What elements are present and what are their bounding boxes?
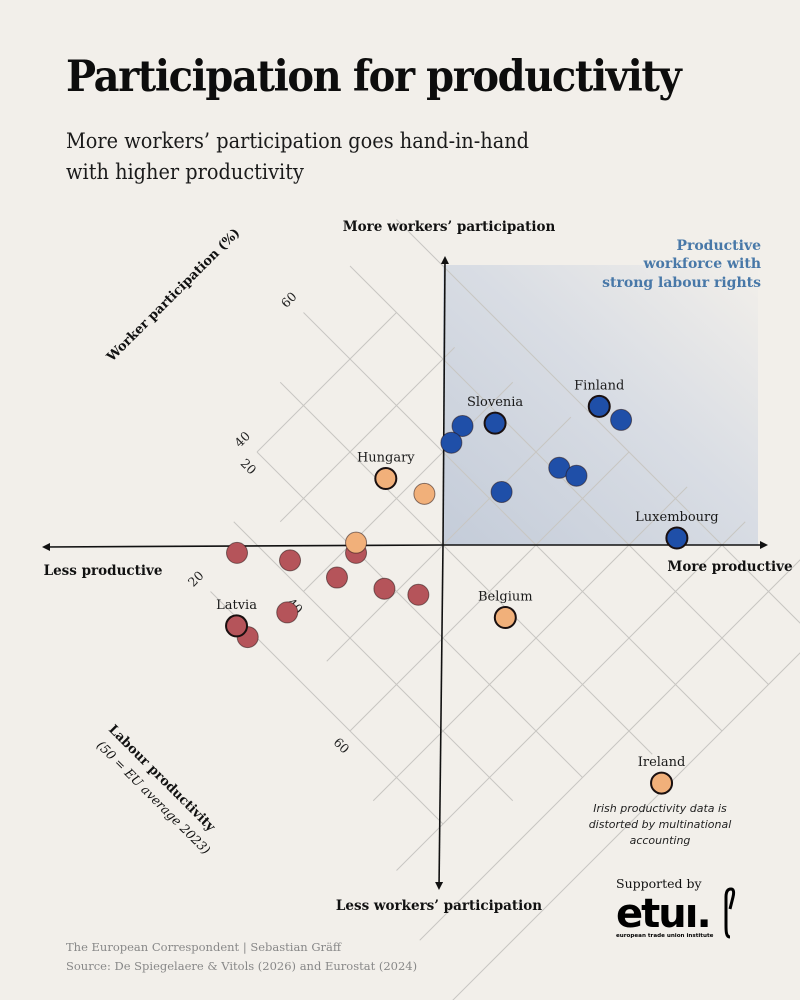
data-point: [610, 408, 633, 431]
participation-gridline: [279, 381, 653, 755]
productivity-gridline: [372, 486, 688, 802]
productivity-axis-title: Labour productivity: [105, 722, 218, 835]
participation-gridline: [256, 451, 583, 778]
ireland-note-line-2: distorted by multinational: [589, 818, 732, 831]
chart-title: Participation for productivity: [66, 52, 682, 102]
participation-axis-title: Worker participation (%): [104, 226, 244, 366]
data-point: [325, 566, 348, 589]
etui-logo-subtitle: european trade union institute: [616, 933, 714, 939]
data-point: [413, 482, 436, 505]
productivity-gridline: [303, 381, 514, 592]
label-less-participation: Less workers’ participation: [336, 898, 542, 914]
point-label-luxembourg: Luxembourg: [635, 510, 718, 525]
chart-subtitle: More workers’ participation goes hand-in…: [66, 126, 636, 188]
supported-by-label: Supported by: [616, 876, 702, 891]
label-more-productive: More productive: [667, 559, 792, 575]
vertical-axis-up: [440, 256, 449, 546]
data-point: [226, 541, 249, 564]
participation-gridline: [396, 219, 800, 624]
data-point: [345, 531, 368, 554]
point-label-hungary: Hungary: [357, 451, 415, 466]
productivity-gridline: [396, 521, 746, 871]
subtitle-line-2: with higher productivity: [66, 160, 304, 184]
productivity-axis-sublabel: (50 = EU average 2023): [94, 738, 214, 858]
etui-mark-icon: [724, 887, 736, 939]
data-point: [407, 583, 430, 606]
point-label-finland: Finland: [574, 378, 624, 393]
region-label-line-3: strong labour rights: [602, 275, 761, 291]
data-point-luxembourg: [665, 526, 689, 550]
point-label-slovenia: Slovenia: [467, 395, 523, 410]
participation-gridline: [233, 521, 514, 802]
data-point: [440, 431, 463, 454]
label-less-productive: Less productive: [44, 563, 163, 579]
participation-tick-label: 60: [278, 289, 300, 311]
data-point: [490, 480, 513, 503]
data-point: [565, 464, 588, 487]
data-point: [276, 601, 299, 624]
etui-logo: etuı. european trade union institute: [616, 891, 714, 939]
productivity-tick-label: 20: [238, 455, 260, 477]
productivity-tick-label: 60: [331, 734, 353, 756]
subtitle-line-1: More workers’ participation goes hand-in…: [66, 129, 530, 153]
data-point: [279, 549, 302, 572]
footer-credit: The European Correspondent | Sebastian G…: [66, 940, 342, 954]
footer: The European Correspondent | Sebastian G…: [66, 938, 417, 976]
data-point-finland: [587, 394, 611, 418]
data-points: Slovenia Finland Luxembourg Hungary Belgium I…: [216, 378, 719, 795]
participation-gridline: [303, 312, 723, 732]
productivity-gridline: [452, 652, 800, 1000]
productivity-gridline: [326, 416, 572, 662]
participation-tick-label: 20: [185, 568, 207, 590]
data-point: [373, 577, 396, 600]
productivity-gridline: [279, 347, 455, 523]
point-label-ireland: Ireland: [638, 755, 686, 770]
data-point-ireland: [650, 771, 674, 795]
productivity-gridline: [419, 559, 800, 941]
etui-logo-word: etuı.: [616, 891, 712, 937]
point-label-belgium: Belgium: [478, 590, 533, 605]
productivity-gridline: [349, 451, 630, 732]
ireland-note-line-1: Irish productivity data is: [593, 802, 727, 815]
data-point-latvia: [225, 614, 249, 638]
vertical-axis-down: [435, 544, 444, 890]
productivity-gridline: [256, 312, 397, 453]
data-point-hungary: [374, 467, 398, 491]
region-label-line-1: Productive: [676, 238, 761, 254]
data-point-slovenia: [483, 411, 507, 435]
region-label-line-2: workforce with: [642, 256, 761, 272]
data-point-belgium: [493, 606, 517, 630]
footer-source: Source: De Spiegelaere & Vitols (2026) a…: [66, 959, 418, 973]
ireland-note-line-3: accounting: [630, 834, 691, 847]
label-more-participation-1: More workers’ participation: [343, 219, 556, 235]
data-point: [451, 414, 474, 437]
participation-tick-label: 40: [231, 428, 253, 450]
point-label-latvia: Latvia: [216, 598, 257, 613]
